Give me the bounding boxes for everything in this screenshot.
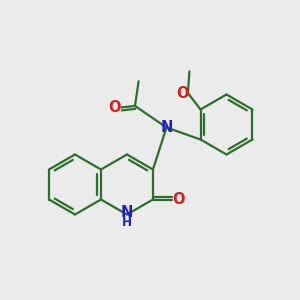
Text: N: N: [121, 205, 133, 220]
Text: N: N: [160, 120, 173, 135]
Text: O: O: [176, 85, 189, 100]
Text: H: H: [122, 216, 132, 230]
Text: O: O: [172, 192, 184, 207]
Text: O: O: [109, 100, 121, 115]
